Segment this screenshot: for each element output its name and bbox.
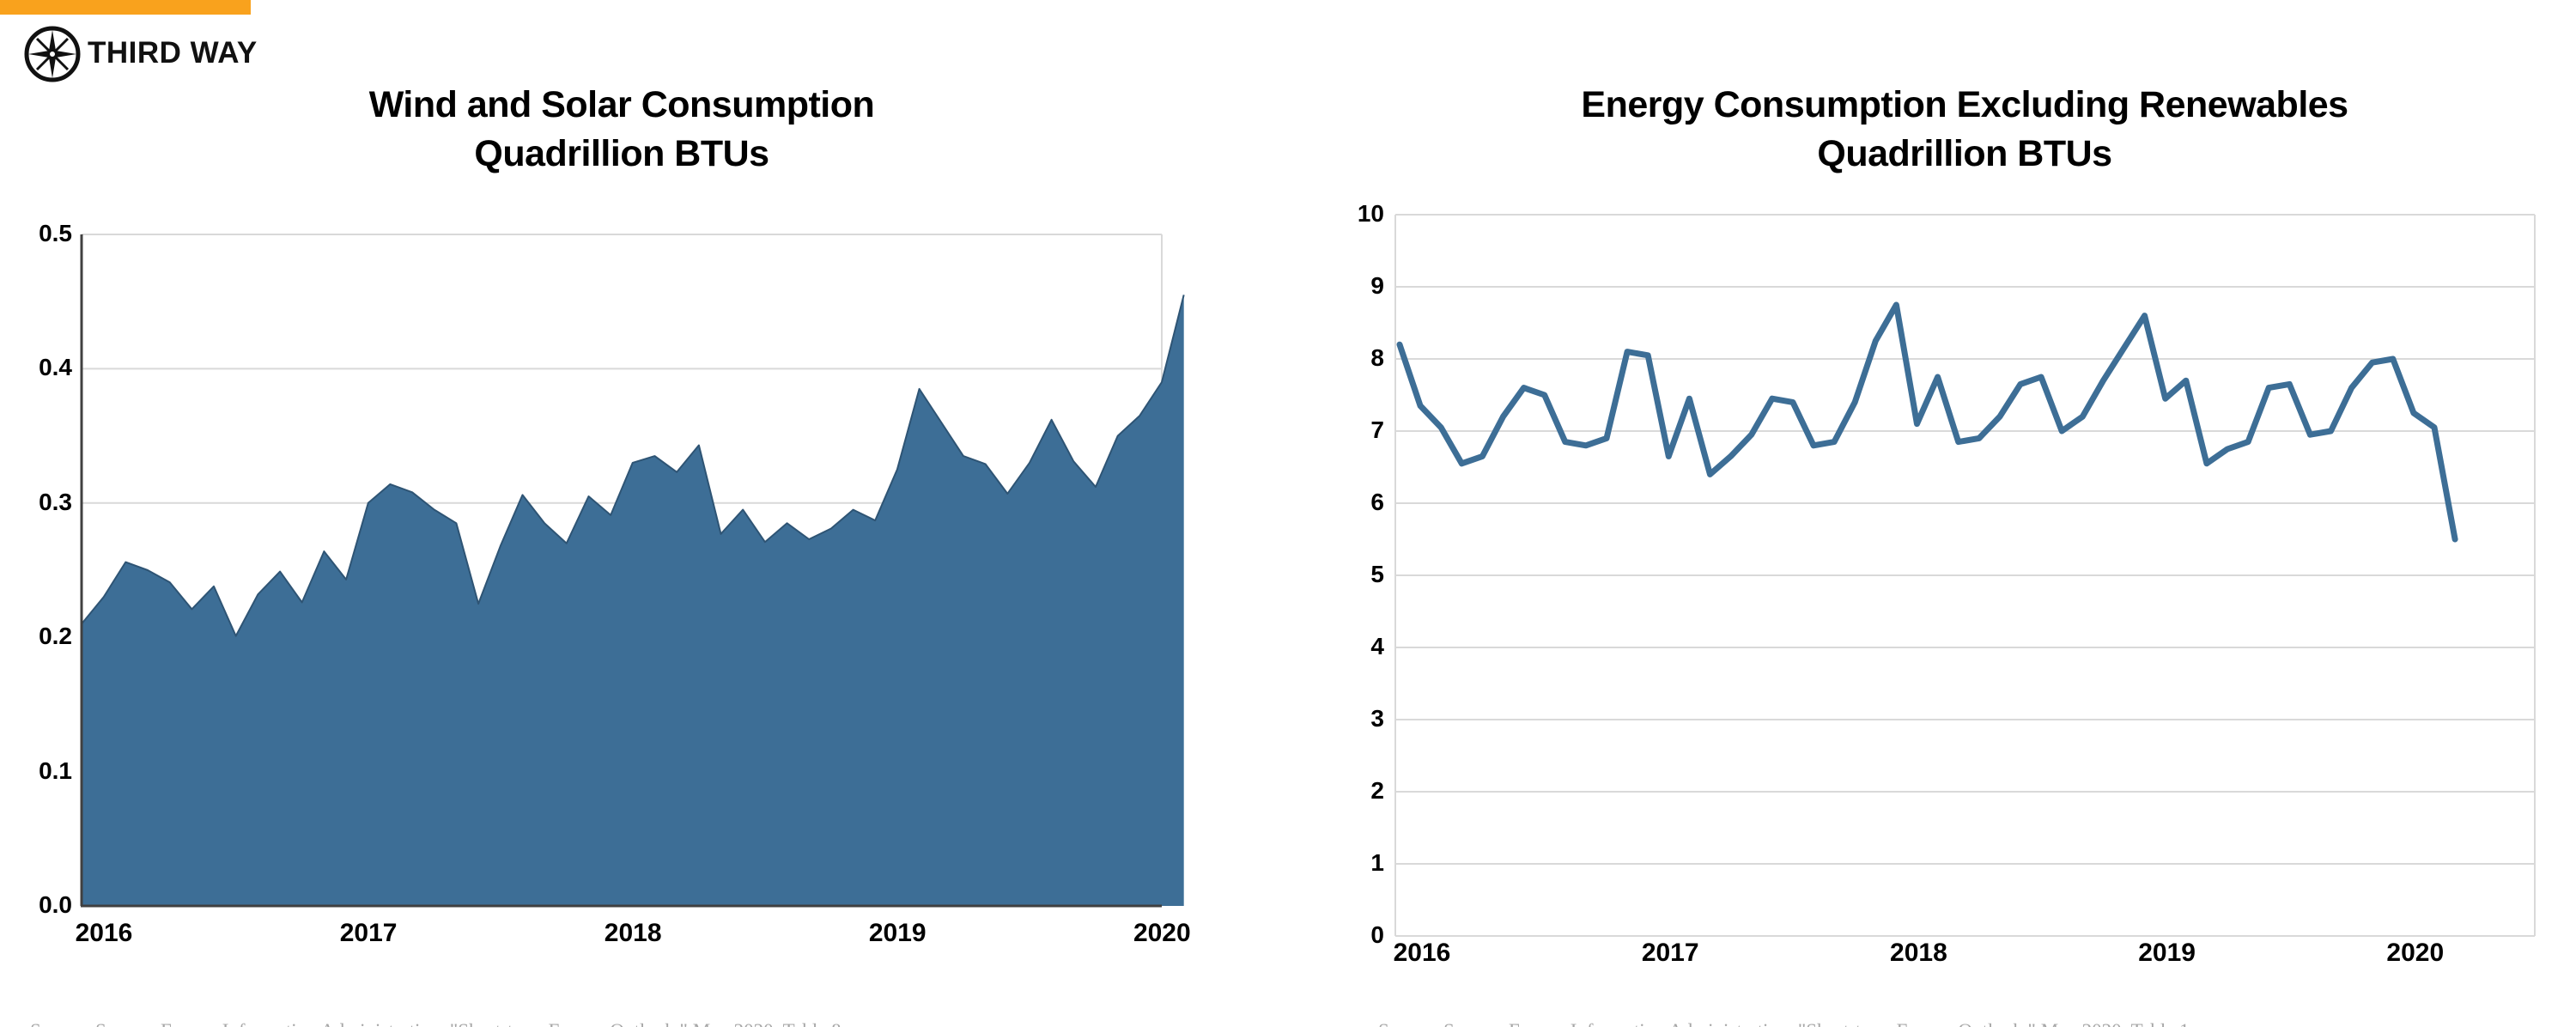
right-year-2016: 2016 <box>1393 939 1451 967</box>
left-year-2019: 2019 <box>868 919 927 947</box>
left-year-2016: 2016 <box>75 919 133 947</box>
left-chart-title: Wind and Solar Consumption Quadrillion B… <box>192 81 1051 179</box>
right-year-2017: 2017 <box>1641 939 1699 967</box>
right-ytick-4: 4 <box>1370 633 1384 659</box>
right-ytick-9: 9 <box>1370 272 1384 299</box>
right-chart-title-line1: Energy Consumption Excluding Renewables <box>1581 84 2348 125</box>
left-ytick-0.4: 0.4 <box>39 354 72 381</box>
left-ytick-0.1: 0.1 <box>39 757 72 784</box>
left-chart-source: Source: Source: Energy Information Admin… <box>30 967 1189 1027</box>
left-ytick-0.2: 0.2 <box>39 623 72 650</box>
accent-bar <box>0 0 251 15</box>
right-ytick-10: 10 <box>1357 200 1384 227</box>
left-year-2018: 2018 <box>604 919 662 947</box>
right-ytick-1: 1 <box>1370 849 1384 876</box>
third-way-logo <box>21 22 365 86</box>
right-ytick-2: 2 <box>1370 777 1384 804</box>
right-ytick-0: 0 <box>1370 921 1384 948</box>
left-chart-title-line1: Wind and Solar Consumption <box>368 84 875 125</box>
right-ytick-3: 3 <box>1370 705 1384 732</box>
right-ytick-7: 7 <box>1370 416 1384 443</box>
left-year-2020: 2020 <box>1133 919 1191 947</box>
compass-icon <box>24 26 81 82</box>
right-chart-source: Source: Source: Energy Information Admin… <box>1378 967 2537 1027</box>
right-year-2018: 2018 <box>1890 939 1947 967</box>
right-chart-title-line2: Quadrillion BTUs <box>1817 133 2112 174</box>
left-year-2017: 2017 <box>339 919 398 947</box>
left-ytick-0.5: 0.5 <box>39 220 72 246</box>
left-ytick-0.3: 0.3 <box>39 488 72 515</box>
left-area-edge <box>81 295 1185 637</box>
left-chart-title-line2: Quadrillion BTUs <box>474 133 769 174</box>
right-chart-source-line1: Source: Source: Energy Information Admin… <box>1378 1018 2537 1027</box>
left-ytick-0.0: 0.0 <box>39 891 72 918</box>
right-year-2019: 2019 <box>2138 939 2196 967</box>
right-line-series <box>1396 301 2458 543</box>
right-ytick-8: 8 <box>1370 344 1384 371</box>
right-year-2020: 2020 <box>2386 939 2445 967</box>
left-area-series <box>82 295 1184 906</box>
brand-text: THIRD WAY <box>88 36 258 70</box>
right-ytick-6: 6 <box>1370 489 1384 515</box>
right-chart-title: Energy Consumption Excluding Renewables … <box>1535 81 2394 179</box>
right-ytick-5: 5 <box>1370 561 1384 587</box>
left-chart-source-line1: Source: Source: Energy Information Admin… <box>30 1018 1189 1027</box>
